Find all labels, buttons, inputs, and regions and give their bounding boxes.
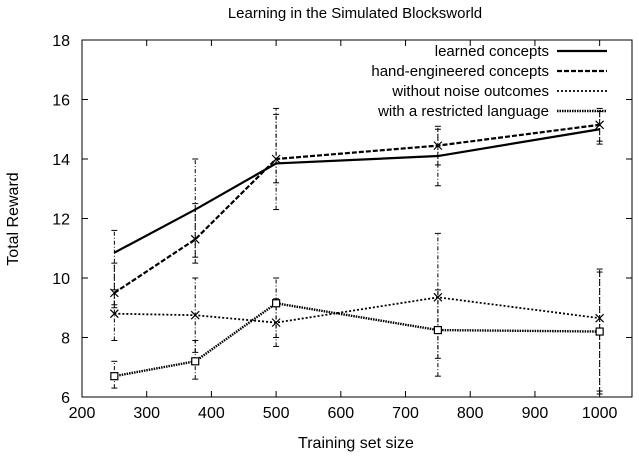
y-tick-label: 12 xyxy=(52,212,70,229)
legend: learned concepts hand-engineered concepts… xyxy=(371,43,607,120)
data-point-marker xyxy=(595,327,604,336)
y-tick-label: 16 xyxy=(52,93,70,110)
data-point-marker xyxy=(109,309,119,319)
series-markers xyxy=(109,120,605,381)
x-tick-label: 500 xyxy=(263,405,290,422)
data-point-marker xyxy=(109,288,119,298)
y-tick-label: 6 xyxy=(61,390,70,407)
data-point-marker xyxy=(433,292,443,302)
data-point-marker xyxy=(595,313,605,323)
y-axis-label: Total Reward xyxy=(5,172,22,265)
series-line xyxy=(114,296,600,324)
series-line xyxy=(113,123,600,294)
y-tick-label: 10 xyxy=(52,271,70,288)
plot-area xyxy=(81,39,633,398)
y-tick-label: 8 xyxy=(61,331,70,348)
chart-title: Learning in the Simulated Blocksworld xyxy=(228,5,482,22)
data-point-marker xyxy=(595,120,605,130)
data-point-marker xyxy=(272,299,281,308)
legend-label: hand-engineered concepts xyxy=(371,63,549,80)
y-tick-label: 14 xyxy=(52,152,70,169)
data-point-marker xyxy=(271,154,281,164)
x-tick-label: 600 xyxy=(327,405,354,422)
data-point-marker xyxy=(433,141,443,151)
legend-label: learned concepts xyxy=(435,43,549,60)
data-point-marker xyxy=(191,357,200,366)
x-tick-label: 200 xyxy=(69,405,96,422)
series-lines xyxy=(113,123,600,378)
x-tick-label: 300 xyxy=(133,405,160,422)
axis-ticks: 200 300 400 500 600 700 800 900 1000 6 8 10 12 14 16 18 xyxy=(52,33,632,422)
x-tick-label: 700 xyxy=(392,405,419,422)
x-tick-label: 800 xyxy=(457,405,484,422)
data-point-marker xyxy=(190,310,200,320)
x-tick-label: 1000 xyxy=(582,405,618,422)
x-tick-label: 400 xyxy=(198,405,225,422)
data-point-marker xyxy=(110,372,119,381)
series-line xyxy=(113,128,600,254)
x-tick-label: 900 xyxy=(522,405,549,422)
data-point-marker xyxy=(190,234,200,244)
x-axis-label: Training set size xyxy=(298,435,414,452)
legend-label: without noise outcomes xyxy=(391,83,549,100)
legend-label: with a restricted language xyxy=(377,103,549,120)
plot-frame xyxy=(81,39,633,398)
error-bars xyxy=(111,107,603,395)
y-tick-label: 18 xyxy=(52,33,70,50)
data-point-marker xyxy=(271,318,281,328)
data-point-marker xyxy=(433,325,442,335)
